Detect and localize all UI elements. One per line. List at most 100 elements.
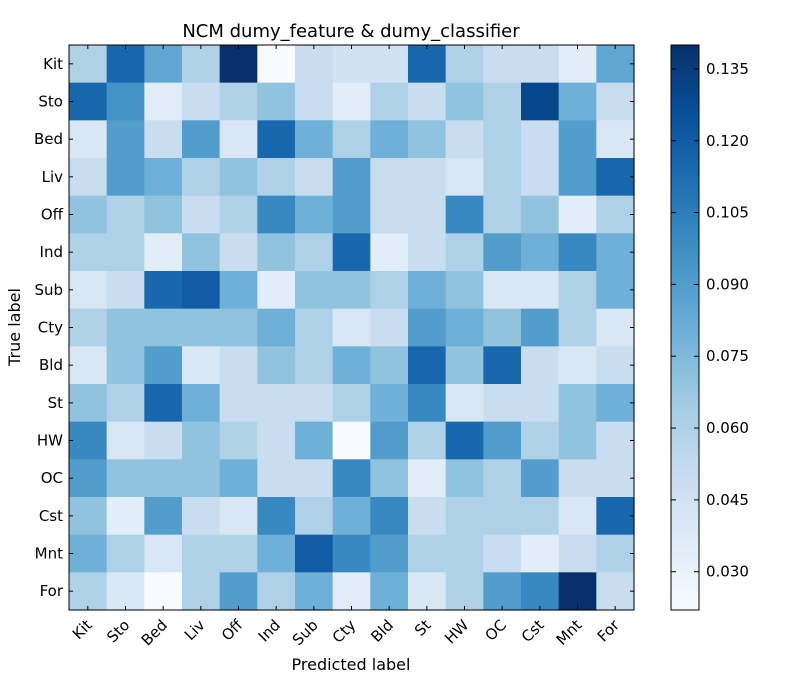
x-tick-label: OC	[482, 616, 510, 644]
y-tick-group: Kit Sto Bed Liv Off Ind Sub Cty Bld St HW OC Cst Mnt F…	[34, 55, 634, 600]
heatmap-cell	[408, 271, 447, 310]
heatmap-cell	[483, 572, 522, 611]
heatmap-cell	[483, 308, 522, 347]
heatmap-cell	[521, 45, 560, 84]
heatmap-cell	[483, 158, 522, 197]
heatmap-cell	[69, 346, 108, 385]
heatmap-cell	[144, 271, 183, 310]
heatmap-cell	[558, 158, 597, 197]
heatmap-cell	[558, 233, 597, 272]
heatmap-cell	[219, 534, 258, 573]
x-tick-label: Kit	[69, 616, 96, 643]
heatmap-cell	[182, 534, 221, 573]
heatmap-cell	[295, 308, 334, 347]
heatmap-cell	[370, 384, 409, 423]
heatmap-cell	[144, 233, 183, 272]
heatmap-cell	[332, 120, 371, 159]
heatmap-cell	[106, 421, 145, 460]
y-tick-label: Sub	[34, 281, 63, 299]
heatmap-cell	[483, 534, 522, 573]
heatmap-cell	[521, 459, 560, 498]
heatmap-cell	[596, 459, 635, 498]
heatmap-cell	[370, 459, 409, 498]
heatmap-cell	[521, 308, 560, 347]
heatmap-cell	[144, 158, 183, 197]
y-tick-label: Kit	[43, 55, 63, 73]
heatmap-cell	[257, 384, 296, 423]
heatmap-cell	[219, 572, 258, 611]
heatmap-cell	[370, 534, 409, 573]
heatmap-cell	[445, 233, 484, 272]
heatmap-cell	[521, 233, 560, 272]
heatmap-cell	[332, 82, 371, 121]
heatmap-cell	[182, 82, 221, 121]
y-tick-label: Bld	[39, 356, 63, 374]
heatmap-cell	[521, 497, 560, 536]
heatmap-cell	[408, 346, 447, 385]
heatmap-cell	[295, 346, 334, 385]
heatmap-cell	[483, 45, 522, 84]
heatmap-cell	[408, 497, 447, 536]
heatmap-cell	[219, 233, 258, 272]
heatmap-cell	[558, 308, 597, 347]
heatmap-cell	[144, 82, 183, 121]
heatmap-cell	[596, 120, 635, 159]
heatmap-cell	[596, 497, 635, 536]
heatmap-cell	[106, 271, 145, 310]
heatmap-cell	[370, 308, 409, 347]
heatmap-cell	[596, 271, 635, 310]
heatmap-cell	[332, 534, 371, 573]
heatmap-cell	[596, 158, 635, 197]
heatmap-cell	[332, 384, 371, 423]
heatmap-cell	[332, 271, 371, 310]
colorbar-tick-label: 0.030	[706, 563, 749, 581]
heatmap-cell	[596, 195, 635, 234]
x-tick-label: Cst	[518, 616, 548, 646]
heatmap-cell	[521, 82, 560, 121]
heatmap-cell	[408, 534, 447, 573]
heatmap-cell	[144, 421, 183, 460]
colorbar-tick-label: 0.135	[706, 60, 749, 78]
heatmap-cell	[257, 271, 296, 310]
heatmap-cell	[408, 158, 447, 197]
heatmap-cell	[596, 572, 635, 611]
heatmap-cell	[106, 459, 145, 498]
heatmap-cell	[295, 384, 334, 423]
heatmap-cell	[408, 421, 447, 460]
heatmap-cell	[445, 271, 484, 310]
heatmap-cell	[69, 534, 108, 573]
heatmap-cell	[445, 82, 484, 121]
heatmap-cell	[257, 120, 296, 159]
colorbar-gradient	[670, 44, 700, 611]
heatmap-cell	[106, 120, 145, 159]
heatmap-cell	[370, 497, 409, 536]
heatmap-cell	[483, 421, 522, 460]
heatmap-cell	[483, 82, 522, 121]
heatmap-cell	[370, 233, 409, 272]
heatmap-cell	[521, 534, 560, 573]
heatmap-cell	[370, 120, 409, 159]
heatmap-cell	[295, 534, 334, 573]
heatmap-cell	[219, 120, 258, 159]
heatmap-cell	[483, 497, 522, 536]
heatmap-cell	[445, 497, 484, 536]
heatmap-cell	[370, 271, 409, 310]
heatmap-cell	[596, 346, 635, 385]
heatmap-cell	[106, 233, 145, 272]
y-tick-label: Off	[41, 206, 64, 224]
heatmap-cell	[182, 421, 221, 460]
heatmap-cell	[558, 346, 597, 385]
heatmap-cell	[144, 195, 183, 234]
heatmap-cell	[295, 497, 334, 536]
heatmap-cell	[257, 572, 296, 611]
heatmap-cell	[408, 308, 447, 347]
heatmap-cell	[370, 572, 409, 611]
heatmap-cell	[144, 384, 183, 423]
heatmap-cell	[257, 534, 296, 573]
heatmap-cell	[332, 233, 371, 272]
heatmap-cell	[445, 346, 484, 385]
heatmap-cell	[257, 82, 296, 121]
heatmap-cell	[182, 158, 221, 197]
heatmap-cell	[69, 384, 108, 423]
heatmap-cells	[69, 45, 635, 611]
